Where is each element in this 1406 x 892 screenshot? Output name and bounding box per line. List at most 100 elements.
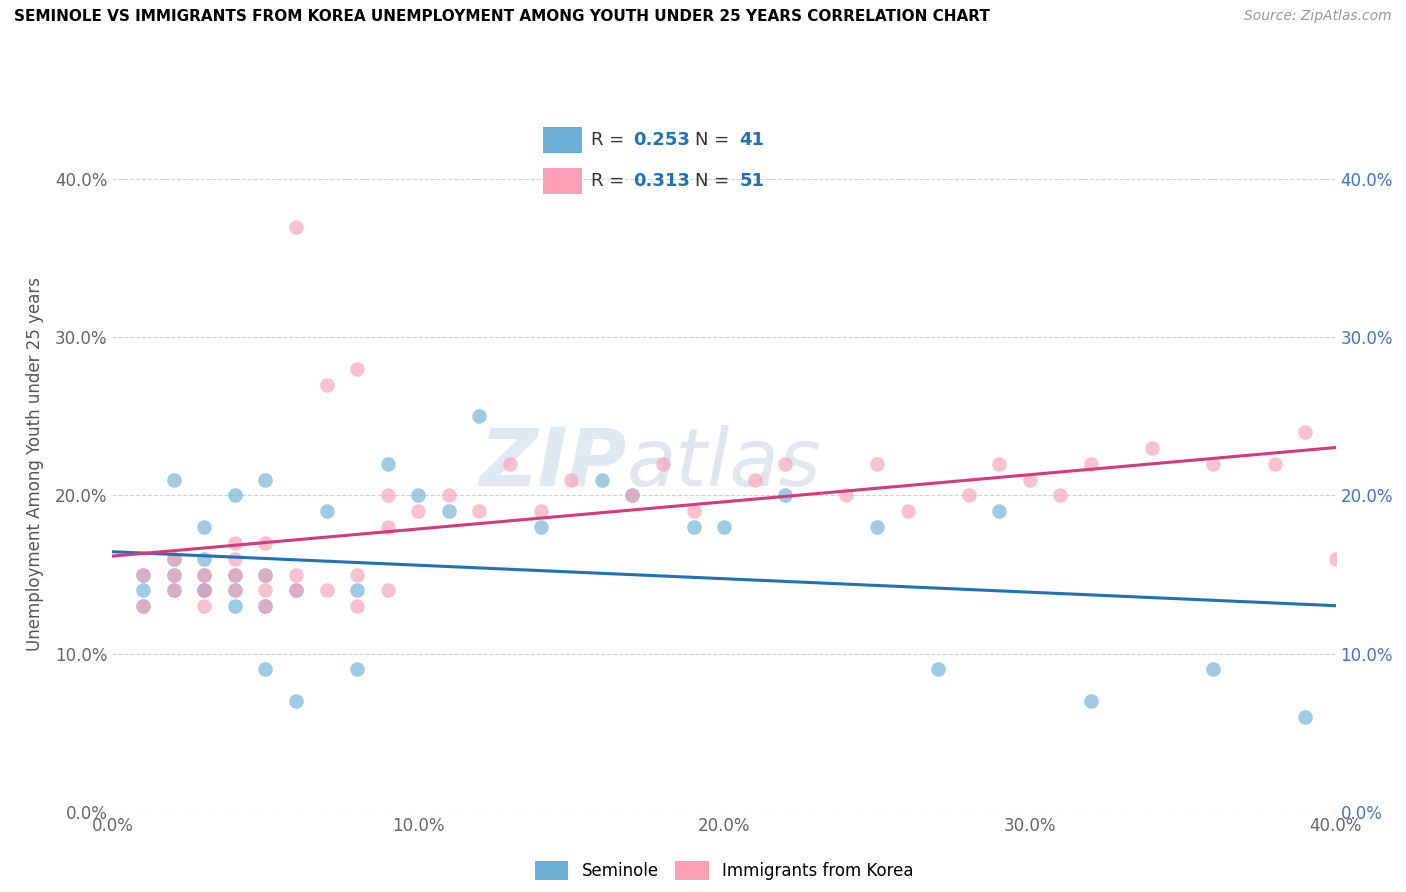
Point (927, 662, 949, 676)
Point (346, 662, 368, 676)
Point (682, 520, 704, 534)
Text: 0.313: 0.313 (633, 172, 689, 190)
Point (957, 488, 980, 502)
Point (132, 567, 155, 582)
Text: Source: ZipAtlas.com: Source: ZipAtlas.com (1244, 9, 1392, 23)
Point (346, 362, 368, 376)
Point (254, 599, 277, 614)
Point (897, 504, 920, 518)
Point (408, 504, 430, 518)
Point (132, 583, 155, 598)
Point (254, 536, 277, 550)
Text: N =: N = (695, 172, 734, 190)
Text: atlas: atlas (626, 425, 821, 503)
Point (1324, 551, 1347, 566)
Point (621, 488, 644, 502)
Point (1080, 457, 1102, 471)
Point (193, 567, 215, 582)
Point (254, 567, 277, 582)
FancyBboxPatch shape (543, 168, 582, 194)
Text: SEMINOLE VS IMMIGRANTS FROM KOREA UNEMPLOYMENT AMONG YOUTH UNDER 25 YEARS CORREL: SEMINOLE VS IMMIGRANTS FROM KOREA UNEMPL… (14, 9, 990, 24)
Point (193, 551, 215, 566)
Point (193, 583, 215, 598)
Point (254, 599, 277, 614)
Point (284, 567, 308, 582)
Point (224, 536, 246, 550)
Point (377, 457, 399, 471)
Point (1264, 457, 1286, 471)
Point (163, 583, 186, 598)
Point (530, 520, 553, 534)
Point (621, 488, 644, 502)
Point (866, 457, 889, 471)
Point (1294, 710, 1316, 724)
Point (1018, 473, 1040, 487)
Point (560, 473, 582, 487)
Point (254, 662, 277, 676)
Point (224, 583, 246, 598)
Point (132, 599, 155, 614)
Point (682, 504, 704, 518)
Point (224, 567, 246, 582)
Point (1202, 662, 1225, 676)
Point (193, 599, 215, 614)
Point (284, 219, 308, 234)
Point (1294, 425, 1316, 440)
Point (713, 520, 735, 534)
Point (132, 599, 155, 614)
Point (163, 567, 186, 582)
Point (315, 583, 337, 598)
Point (163, 583, 186, 598)
Text: 41: 41 (740, 131, 765, 149)
Point (377, 520, 399, 534)
Point (254, 567, 277, 582)
Point (284, 694, 308, 708)
FancyBboxPatch shape (543, 127, 582, 153)
Point (163, 473, 186, 487)
Point (193, 567, 215, 582)
Point (284, 583, 308, 598)
Text: 51: 51 (740, 172, 765, 190)
Point (224, 488, 246, 502)
Point (346, 567, 368, 582)
Point (866, 520, 889, 534)
Point (468, 504, 491, 518)
Point (835, 488, 858, 502)
Text: 0.253: 0.253 (633, 131, 689, 149)
Point (224, 551, 246, 566)
Point (775, 457, 797, 471)
Point (1049, 488, 1071, 502)
Point (224, 599, 246, 614)
Point (377, 583, 399, 598)
Point (988, 504, 1011, 518)
Point (437, 488, 460, 502)
Point (163, 567, 186, 582)
Point (530, 504, 553, 518)
Point (346, 583, 368, 598)
Point (988, 457, 1011, 471)
Point (254, 583, 277, 598)
Point (163, 551, 186, 566)
Point (193, 520, 215, 534)
Point (744, 473, 766, 487)
Point (193, 583, 215, 598)
Point (377, 488, 399, 502)
Point (408, 488, 430, 502)
Point (652, 457, 675, 471)
Point (1142, 441, 1164, 455)
Text: ZIP: ZIP (479, 425, 626, 503)
Legend: Seminole, Immigrants from Korea: Seminole, Immigrants from Korea (529, 855, 920, 887)
Point (254, 473, 277, 487)
Point (591, 473, 613, 487)
Point (468, 409, 491, 424)
Point (284, 583, 308, 598)
Text: R =: R = (591, 172, 630, 190)
Y-axis label: Unemployment Among Youth under 25 years: Unemployment Among Youth under 25 years (25, 277, 44, 651)
Point (1080, 694, 1102, 708)
Point (437, 504, 460, 518)
Text: N =: N = (695, 131, 734, 149)
Point (346, 599, 368, 614)
Point (499, 457, 522, 471)
Point (224, 567, 246, 582)
Point (315, 377, 337, 392)
